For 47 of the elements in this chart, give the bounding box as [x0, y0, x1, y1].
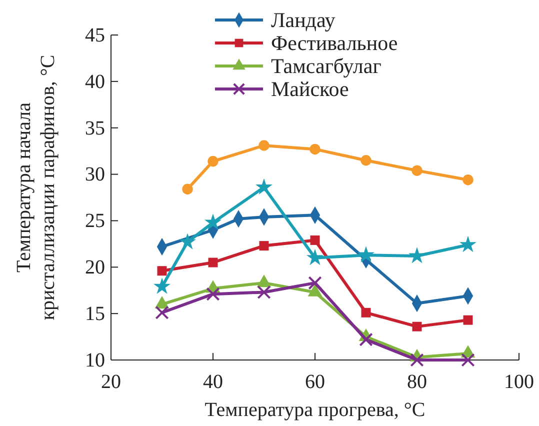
point: [257, 285, 271, 300]
point: [208, 258, 218, 268]
x-tick-label: 80: [407, 371, 427, 394]
point: [259, 241, 269, 251]
y-tick-label: 10: [85, 349, 105, 372]
legend-label: Майское: [271, 77, 349, 101]
point: [204, 214, 222, 230]
legend-label: Ландау: [271, 8, 336, 32]
point: [310, 235, 320, 245]
legend-label: Тамсагбулаг: [271, 54, 382, 78]
point: [155, 306, 169, 320]
point: [410, 353, 424, 367]
y-tick-label: 35: [85, 117, 105, 140]
point: [361, 308, 371, 318]
y-tick-label: 20: [85, 256, 105, 279]
x-tick-label: 20: [101, 371, 121, 394]
point: [463, 315, 473, 325]
point: [178, 233, 196, 250]
point: [412, 165, 422, 176]
y-tick-label: 30: [85, 164, 105, 186]
y-tick-label: 45: [85, 24, 105, 46]
point: [258, 140, 270, 151]
point: [306, 248, 324, 266]
point: [461, 353, 475, 367]
y-axis-title: Температура начала кристаллизации парафинов, °C: [13, 54, 59, 320]
x-axis-title: Температура прогрева, °C: [204, 399, 426, 421]
point: [153, 278, 171, 294]
point: [359, 332, 373, 346]
x-tick-label: 40: [203, 371, 223, 394]
point: [308, 276, 322, 290]
point: [412, 322, 422, 332]
point: [208, 156, 218, 167]
x-tick-label: 60: [305, 371, 325, 394]
point: [255, 178, 273, 195]
point: [182, 184, 193, 194]
x-tick-label: 100: [504, 371, 534, 394]
point: [360, 155, 372, 166]
y-tick-label: 25: [85, 210, 105, 232]
point: [310, 144, 320, 155]
point: [357, 246, 375, 262]
y-tick-label: 40: [85, 70, 105, 93]
y-tick-label: 15: [85, 302, 105, 325]
legend-label: Фестивальное: [271, 31, 398, 55]
point: [157, 266, 167, 276]
point: [462, 174, 474, 186]
point: [459, 236, 477, 252]
point: [206, 287, 220, 301]
